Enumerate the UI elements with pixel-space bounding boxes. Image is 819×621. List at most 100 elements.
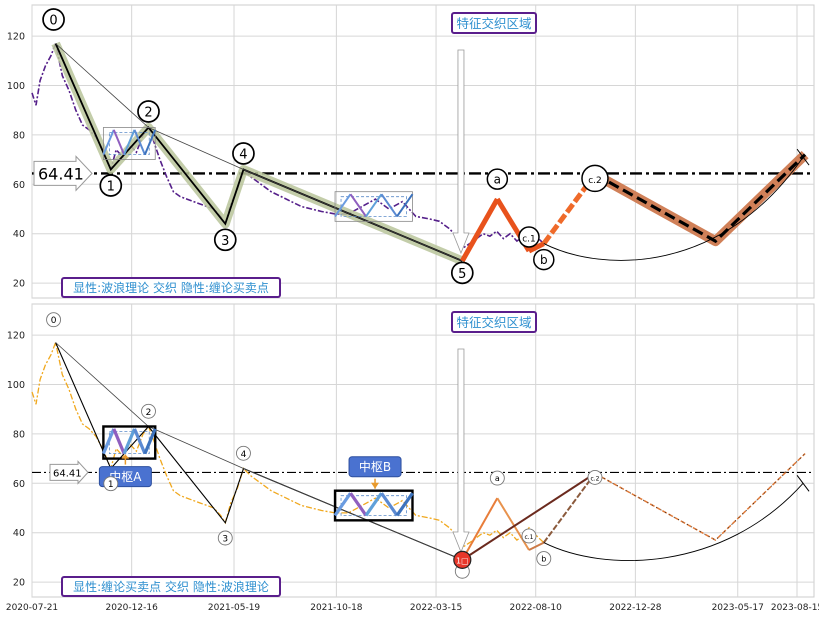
- y-tick-label: 100: [7, 81, 25, 92]
- correction-label-2: b: [540, 253, 548, 267]
- pivot-zone-pointer-head: [371, 482, 380, 489]
- y-tick-label: 40: [13, 229, 25, 240]
- pivot-zigzag-segment: [112, 428, 126, 455]
- projection-path: [594, 153, 807, 244]
- pivot-zigzag-segment: [396, 193, 414, 217]
- wave-trendline: [148, 127, 244, 170]
- wave-marker-0: [42, 8, 65, 31]
- x-tick-label: 2022-08-10: [510, 603, 563, 613]
- y-tick-label: 100: [7, 380, 25, 391]
- panel-title: 特征交织区域: [456, 16, 531, 31]
- y-tick-label: 40: [13, 528, 25, 539]
- plot-area: [31, 303, 815, 598]
- pivot-zone-box: [102, 127, 156, 160]
- correction-marker-0: [486, 168, 509, 190]
- wave-label-5: 5: [458, 267, 466, 282]
- wave-label-4: 4: [241, 450, 247, 460]
- x-tick-label: 2022-03-15: [410, 603, 462, 613]
- y-tick-label: 80: [13, 130, 25, 141]
- y-tick-label: 20: [13, 279, 25, 290]
- correction-marker-2: [536, 551, 552, 567]
- panel-title-box: [451, 12, 537, 34]
- plot-area: [31, 4, 815, 299]
- pivot-zigzag-segment: [101, 428, 116, 455]
- pivot-zone-pointer-head: [121, 454, 130, 459]
- panel-caption-box: [61, 277, 281, 298]
- level-label: 64.41: [38, 164, 84, 183]
- wave-marker-1: [99, 174, 123, 197]
- correction-segment: [542, 472, 596, 544]
- correction-segment: [528, 541, 545, 551]
- pivot-zigzag-segment: [349, 193, 367, 217]
- pivot-zigzag-segment: [334, 193, 352, 217]
- correction-trendline: [461, 472, 596, 561]
- panel-caption-box: [61, 576, 281, 597]
- wave-label-0: 0: [49, 14, 57, 29]
- wave-trendline: [243, 169, 463, 262]
- pivot-zone-box: [334, 191, 413, 222]
- feature-arrow: [452, 348, 470, 554]
- x-tick-label: 2021-10-18: [310, 603, 363, 613]
- pivot-zigzag-segment: [133, 129, 146, 155]
- wave-trendline: [55, 43, 149, 128]
- wave-marker-2: [137, 100, 160, 123]
- wave-label-3: 3: [221, 234, 229, 249]
- y-tick-label: 60: [13, 180, 25, 191]
- end-marker: [453, 550, 472, 569]
- projection-arc: [543, 482, 804, 561]
- panel-2: 20 40 60 80 100 120 64.41 中枢A 中枢B 0 1 2 3 4 1□ a c.1 b c.2…: [7, 303, 815, 598]
- wave-marker-3: [213, 228, 237, 252]
- wave-label-3: 3: [222, 535, 228, 545]
- projection-arc-tick: [796, 148, 810, 166]
- correction-segment: [527, 241, 545, 254]
- wave-marker-1: [103, 476, 119, 492]
- correction-label-0: a: [495, 474, 500, 483]
- wave-label-1: 1: [108, 480, 114, 490]
- pivot-zigzag-segment: [333, 492, 352, 517]
- wave-marker-5: [450, 261, 474, 285]
- wave-trendline: [55, 342, 149, 427]
- panel-title-box: [451, 311, 537, 333]
- correction-label-0: a: [494, 173, 501, 187]
- x-tick-label: 2023-05-17: [712, 603, 764, 613]
- correction-marker-2: [533, 248, 555, 271]
- pivot-zigzag-segment: [364, 492, 383, 517]
- panel-title: 特征交织区域: [456, 315, 531, 330]
- pivot-zone-label: 中枢B: [359, 459, 391, 474]
- end-marker-label: 1□: [456, 556, 469, 565]
- wave-marker-4: [236, 445, 251, 461]
- panel-caption: 显性:波浪理论 交织 隐性:缠论买卖点: [73, 280, 269, 295]
- projection-arc-tick: [796, 474, 810, 492]
- wave-label-1: 1: [107, 179, 115, 194]
- level-label: 64.41: [53, 468, 82, 479]
- pivot-zigzag-segment: [133, 428, 147, 455]
- pivot-zigzag-segment: [143, 129, 157, 155]
- wave-trendline: [148, 426, 244, 469]
- correction-label-3: c.2: [590, 475, 599, 482]
- correction-marker-3: [587, 469, 603, 485]
- y-tick-label: 60: [13, 479, 25, 490]
- level-arrow: [49, 460, 89, 485]
- wave-marker-2: [141, 403, 156, 419]
- correction-label-3: c.2: [588, 176, 602, 186]
- level-arrow: [33, 155, 93, 192]
- x-tick-label: 2023-08-15: [771, 603, 819, 613]
- pivot-zigzag-segment: [380, 193, 398, 217]
- y-tick-label: 80: [13, 429, 25, 440]
- pivot-zigzag-segment: [123, 129, 136, 155]
- wave-marker-0: [46, 312, 62, 328]
- pivot-zigzag-segment: [380, 492, 399, 517]
- pivot-zigzag-segment: [112, 129, 126, 155]
- feature-arrow: [452, 49, 470, 255]
- wave-label-2: 2: [146, 408, 152, 418]
- correction-label-1: c.1: [524, 534, 533, 541]
- pivot-zigzag-segment: [122, 428, 136, 455]
- correction-marker-3: [581, 164, 609, 193]
- panel-caption: 显性:缠论买卖点 交织 隐性:波浪理论: [73, 579, 269, 594]
- correction-marker-1: [521, 528, 537, 544]
- correction-label-2: b: [541, 555, 546, 564]
- pivot-zigzag-segment: [395, 492, 414, 517]
- wave-label-4: 4: [239, 147, 247, 162]
- correction-segment: [461, 497, 499, 561]
- x-tick-label: 2020-07-21: [6, 603, 58, 613]
